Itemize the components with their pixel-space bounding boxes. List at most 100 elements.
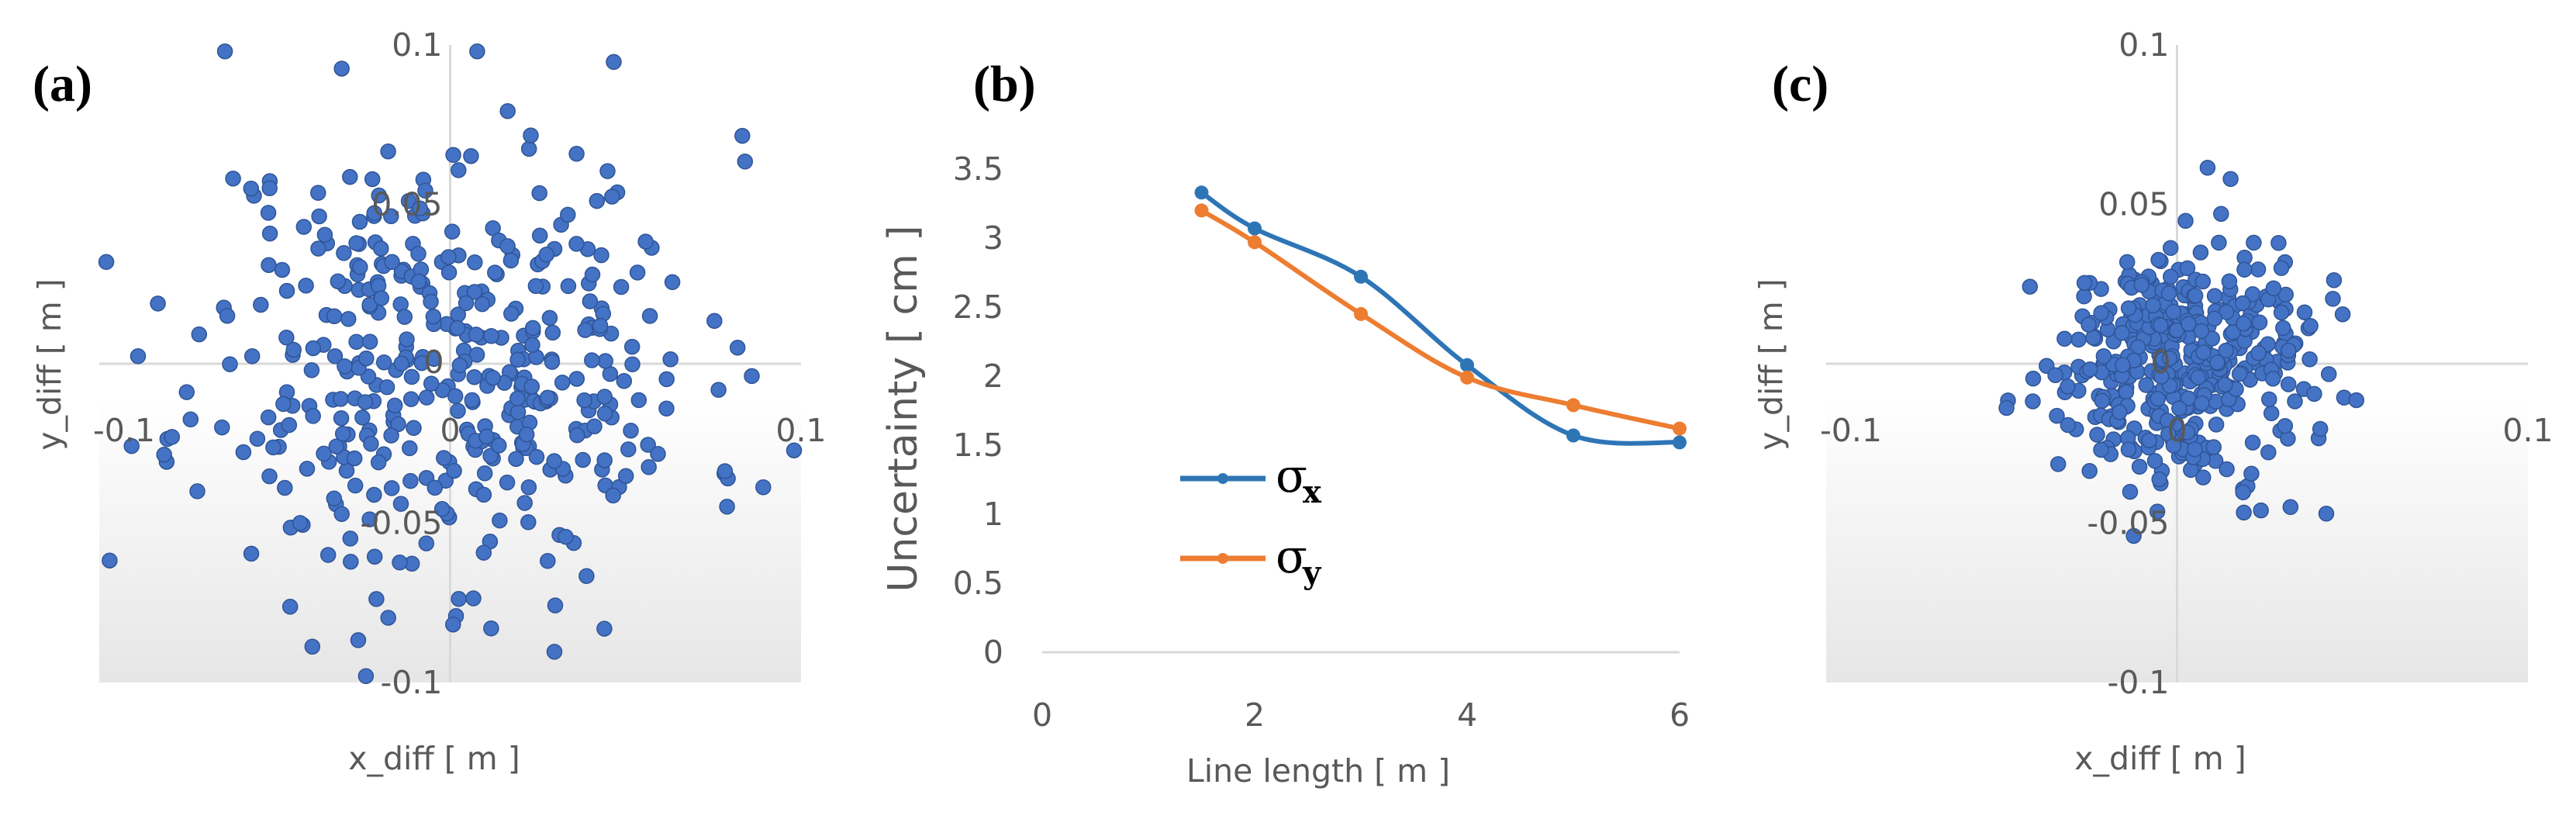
panel-a-point — [303, 361, 320, 378]
panel-a-point — [281, 416, 298, 434]
panel-c-point — [2060, 378, 2076, 395]
panel-a-point — [464, 392, 481, 409]
panel-a-point — [305, 408, 321, 424]
panel-c-point — [2280, 376, 2297, 392]
panel-c-point — [2211, 234, 2227, 251]
panel-b-label: (b) — [973, 56, 1036, 112]
panel-a-point — [214, 419, 230, 436]
panel-a-point — [275, 396, 292, 413]
panel-a-point — [260, 205, 277, 221]
series-sigma-x-point — [1194, 185, 1209, 200]
panel-c-point — [2190, 369, 2207, 385]
panel-c-point — [2165, 303, 2182, 320]
panel-a-point — [98, 254, 115, 271]
panel-a-point — [706, 313, 723, 329]
panel-c-point — [2261, 391, 2277, 408]
panel-a-point — [469, 43, 485, 60]
series-sigma-y-line — [1200, 208, 1680, 431]
panel-a-point — [499, 474, 516, 491]
panel-a-point — [370, 454, 387, 471]
legend-sigma-x-marker — [1217, 473, 1228, 484]
panel-a-point — [371, 187, 387, 204]
series-sigma-x-point — [1566, 428, 1580, 443]
panel-a-point — [516, 495, 533, 511]
panel-a-x-tick-label: 0 — [440, 412, 460, 449]
panel-c-point — [2187, 288, 2204, 304]
panel-a-point — [261, 257, 277, 273]
panel-a-point — [449, 320, 466, 337]
panel-a-point — [641, 308, 658, 324]
panel-c-point — [2025, 370, 2042, 387]
panel-c-point — [2022, 278, 2039, 295]
panel-a-point — [483, 620, 499, 637]
panel-a-point — [191, 326, 208, 343]
panel-a-point — [596, 389, 613, 405]
panel-c-point — [2236, 315, 2252, 332]
panel-a-point — [326, 348, 344, 365]
panel-a-point — [613, 278, 630, 295]
panel-c-point — [2218, 342, 2234, 359]
panel-a-point — [328, 438, 345, 454]
panel-c-point — [2056, 330, 2073, 347]
panel-a-point — [499, 103, 516, 119]
panel-c-label: (c) — [1772, 56, 1828, 112]
panel-a-point — [578, 568, 595, 584]
panel-a-point — [337, 358, 353, 375]
panel-a-point — [502, 252, 520, 269]
panel-c-point — [2076, 275, 2093, 291]
panel-a-point — [584, 352, 600, 368]
panel-c-point — [2120, 300, 2137, 316]
panel-a-point — [426, 351, 442, 367]
panel-a-point — [744, 368, 760, 385]
panel-a-point — [304, 638, 321, 655]
panel-c-point — [2296, 304, 2313, 320]
panel-b-y-tick-label: 2 — [983, 358, 1003, 395]
panel-c-y-axis-label: y_diff [ m ] — [1752, 278, 1790, 450]
panel-a-point — [582, 293, 599, 309]
panel-a-point — [641, 459, 657, 475]
panel-c-point — [2219, 461, 2235, 478]
panel-a-point — [348, 235, 364, 251]
panel-a-point — [664, 274, 681, 291]
panel-a-point — [554, 374, 571, 391]
panel-c-point — [2277, 418, 2294, 434]
panel-a-x-axis-label: x_diff [ m ] — [348, 740, 520, 777]
panel-c-point — [2179, 260, 2196, 277]
panel-a-point — [541, 309, 558, 327]
panel-c-point — [2181, 316, 2197, 332]
panel-a-point — [560, 278, 577, 295]
panel-a-point — [509, 404, 527, 420]
panel-c-point — [2205, 439, 2222, 455]
panel-a-point — [487, 264, 503, 281]
panel-a-point — [358, 350, 375, 367]
panel-a-point — [540, 553, 556, 569]
panel-a-point — [616, 373, 633, 389]
panel-c-point — [2235, 484, 2251, 501]
panel-a-point — [403, 368, 420, 385]
panel-a-point — [468, 327, 485, 343]
panel-a-point — [423, 293, 439, 310]
panel-a-point — [219, 307, 236, 324]
panel-c-point — [2151, 471, 2167, 488]
panel-a-point — [123, 437, 140, 454]
panel-c-point — [2093, 441, 2109, 458]
panel-a-point — [402, 472, 419, 489]
panel-a-point — [568, 236, 585, 252]
panel-a-point — [396, 309, 413, 325]
panel-a-point — [316, 445, 332, 462]
panel-a-point — [546, 453, 562, 469]
panel-c-point — [2234, 295, 2251, 312]
panel-c-point — [2192, 244, 2209, 261]
panel-a-point — [418, 389, 435, 406]
panel-a-point — [476, 465, 493, 482]
panel-a-point — [538, 247, 555, 263]
panel-a-point — [492, 512, 508, 529]
panel-a-point — [336, 245, 352, 261]
panel-a-point — [520, 514, 537, 530]
panel-a-point — [558, 528, 574, 545]
panel-a-point — [466, 368, 482, 385]
panel-c-point — [2236, 261, 2253, 278]
panel-c-point — [2208, 416, 2225, 433]
panel-a-point — [577, 322, 593, 338]
panel-c-point — [2206, 288, 2223, 304]
